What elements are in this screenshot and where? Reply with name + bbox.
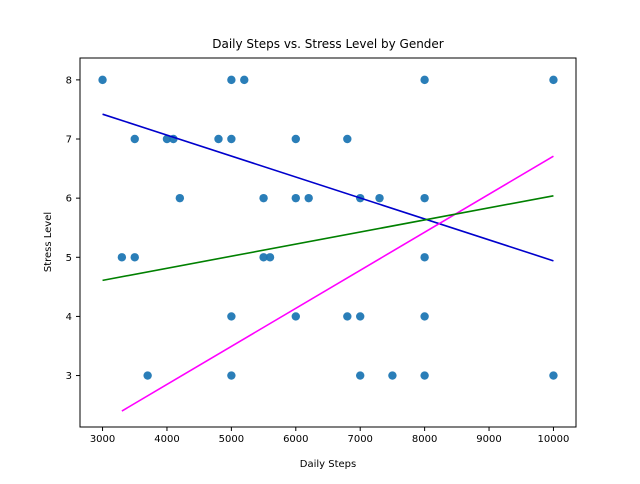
data-point bbox=[98, 75, 107, 85]
y-tick-label: 7 bbox=[66, 135, 72, 146]
data-point bbox=[420, 371, 429, 380]
chart-title: Daily Steps vs. Stress Level by Gender bbox=[212, 37, 444, 51]
data-point bbox=[227, 312, 236, 321]
data-point bbox=[143, 371, 152, 380]
data-point bbox=[420, 253, 429, 262]
data-point bbox=[356, 371, 365, 380]
data-point bbox=[291, 134, 300, 144]
x-tick-label: 4000 bbox=[154, 434, 179, 445]
data-point bbox=[227, 75, 236, 85]
y-tick-label: 6 bbox=[66, 194, 72, 205]
x-tick-label: 3000 bbox=[90, 434, 115, 445]
x-tick-label: 5000 bbox=[219, 434, 244, 445]
data-point bbox=[549, 75, 558, 85]
x-axis: 3000 4000 5000 6000 7000 8000 9000 10000 bbox=[90, 427, 570, 445]
y-tick-label: 8 bbox=[66, 75, 72, 86]
data-point bbox=[117, 253, 127, 262]
trend-line bbox=[102, 194, 554, 282]
data-point bbox=[130, 134, 139, 144]
x-tick-label: 9000 bbox=[476, 434, 501, 445]
data-point bbox=[259, 253, 268, 262]
data-point bbox=[265, 253, 275, 262]
x-tick-label: 6000 bbox=[283, 434, 308, 445]
x-tick-label: 7000 bbox=[347, 434, 372, 445]
data-point bbox=[304, 193, 313, 203]
data-point bbox=[420, 312, 429, 321]
data-point bbox=[130, 253, 139, 262]
data-point bbox=[388, 371, 397, 380]
data-point bbox=[343, 312, 352, 321]
y-axis-label: Stress Level bbox=[43, 212, 54, 272]
trend-line bbox=[102, 113, 554, 262]
data-point bbox=[375, 193, 384, 203]
data-point bbox=[214, 134, 223, 144]
data-point bbox=[549, 371, 558, 380]
data-point bbox=[259, 193, 268, 203]
y-tick-label: 4 bbox=[66, 312, 72, 323]
y-tick-label: 5 bbox=[66, 253, 72, 264]
data-point bbox=[420, 75, 429, 85]
trend-line bbox=[121, 155, 554, 412]
data-point bbox=[356, 312, 365, 321]
data-point bbox=[227, 371, 236, 380]
y-axis: 3 4 5 6 7 8 bbox=[66, 75, 80, 382]
x-tick-label: 8000 bbox=[412, 434, 437, 445]
data-point bbox=[175, 193, 185, 203]
x-axis-label: Daily Steps bbox=[300, 459, 356, 470]
x-tick-label: 10000 bbox=[538, 434, 570, 445]
data-point bbox=[343, 134, 352, 144]
data-point bbox=[291, 193, 300, 203]
data-point bbox=[240, 75, 249, 85]
data-point bbox=[162, 134, 172, 144]
y-tick-label: 3 bbox=[66, 371, 72, 382]
data-point bbox=[291, 312, 300, 321]
data-point bbox=[227, 134, 236, 144]
plot-area bbox=[98, 75, 558, 412]
plot-frame bbox=[79, 57, 577, 428]
data-point bbox=[420, 193, 429, 203]
